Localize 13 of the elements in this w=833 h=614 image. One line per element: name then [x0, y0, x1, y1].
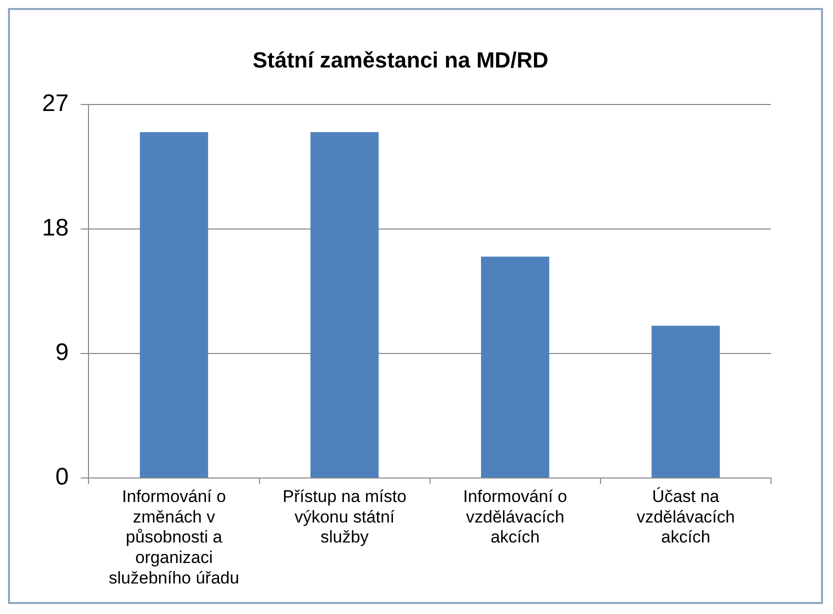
bar: [652, 326, 720, 478]
y-tick-label: 0: [55, 464, 69, 491]
bar: [310, 132, 379, 478]
y-tick-label: 18: [42, 214, 69, 242]
chart-title: Státní zaměstanci na MD/RD: [252, 47, 548, 72]
bar: [140, 132, 208, 478]
x-tick-label: Informování o vzdělávacích akcích: [463, 486, 568, 547]
x-tick-label: Přístup na místo výkonu státní služby: [282, 486, 406, 547]
y-tick-label: 9: [55, 339, 69, 366]
x-tick-label: Účast na vzdělávacích akcích: [636, 486, 735, 547]
bar: [481, 256, 550, 478]
x-tick-label: Informování o změnách v působnosti a organizaci služebního úřadu: [108, 486, 240, 588]
y-tick-label: 27: [42, 90, 69, 118]
